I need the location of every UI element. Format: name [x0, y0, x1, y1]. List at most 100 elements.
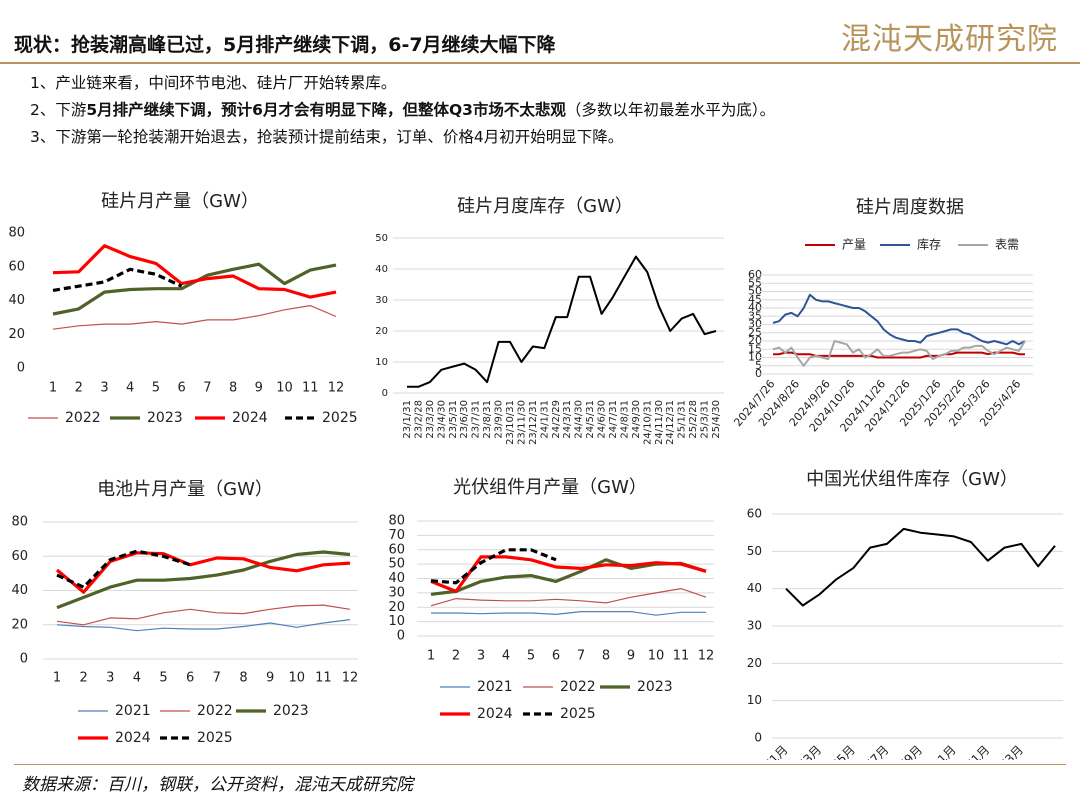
x-tick-label: 9 [255, 381, 263, 396]
y-tick-label: 50 [388, 557, 405, 572]
y-tick-label: 20 [11, 617, 28, 632]
x-tick-label: 24/10/31 [642, 400, 653, 445]
x-tick-label: 2 [75, 381, 83, 396]
x-tick-label: 12 [328, 381, 345, 396]
x-tick-label: 10 [288, 671, 305, 686]
source: 数据来源：百川，钢联，公开资料，混沌天成研究院 [22, 775, 413, 795]
x-tick-label: 23/2/28 [413, 400, 424, 439]
x-tick-label: 24/12/31 [665, 400, 676, 445]
y-tick-label: 30 [375, 295, 388, 306]
x-tick-label: 25/4/30 [711, 400, 722, 439]
notes: 1、产业链来看，中间环节电池、硅片厂开始转累库。 2、下游5月排产继续下调，预计6… [30, 70, 775, 151]
legend-label: 2025 [560, 706, 596, 722]
y-tick-label: 0 [397, 629, 405, 644]
y-tick-label: 30 [748, 318, 762, 331]
x-tick-label: 23/3/30 [425, 400, 436, 439]
x-tick-label: 7 [577, 649, 585, 664]
y-tick-label: 40 [388, 571, 405, 586]
legend-label: 2021 [477, 679, 513, 695]
note-text: 2、下游 [30, 101, 87, 119]
x-tick-label: 5 [159, 671, 167, 686]
y-tick-label: 20 [748, 334, 762, 347]
note-text: 3、下游第一轮抢装潮开始退去，抢装预计提前结束，订单、价格4月初开始明显下降。 [30, 128, 624, 146]
x-tick-label: 24/1/31 [539, 400, 550, 439]
chart-title: 电池片月产量（GW） [97, 479, 273, 500]
legend-label: 2022 [65, 410, 101, 426]
y-tick-label: 40 [747, 581, 762, 595]
y-tick-label: 80 [11, 515, 28, 530]
series-line [52, 267, 183, 292]
chart-title: 硅片月度库存（GW） [457, 196, 633, 217]
x-tick-label: 25/2/28 [688, 400, 699, 439]
y-tick-label: 30 [388, 585, 405, 600]
x-tick-label: 24/9/30 [631, 400, 642, 439]
y-tick-label: 60 [748, 268, 762, 281]
y-tick-label: 50 [747, 544, 762, 558]
y-tick-label: 80 [8, 226, 25, 241]
x-tick-label: 23/10/31 [505, 400, 516, 445]
x-tick-label: 11 [302, 381, 319, 396]
x-tick-label: 2 [79, 671, 87, 686]
y-tick-label: 40 [748, 301, 762, 314]
y-tick-label: 60 [8, 259, 25, 274]
y-tick-label: 40 [8, 293, 25, 308]
note-text: 5月排产继续下调，预计6月才会有明显下降，但整体Q3市场不太悲观 [86, 101, 566, 119]
x-tick-label: 23/9/30 [494, 400, 505, 439]
y-tick-label: 70 [388, 528, 405, 543]
x-tick-label: 9 [266, 671, 274, 686]
y-tick-label: 55 [748, 276, 762, 289]
x-tick-label: 24/11/30 [654, 400, 665, 445]
series-line [430, 548, 557, 585]
series-line [785, 527, 1056, 607]
y-tick-label: 25 [748, 326, 762, 339]
series-line [56, 549, 191, 589]
x-tick-label: 6 [552, 649, 560, 664]
series-line [430, 555, 707, 593]
x-tick-label: 23/7/31 [471, 400, 482, 439]
note: 2、下游5月排产继续下调，预计6月才会有明显下降，但整体Q3市场不太悲观（多数以… [30, 97, 775, 124]
x-tick-label: 8 [239, 671, 247, 686]
legend-label: 2021 [115, 703, 151, 719]
legend-label: 产量 [842, 238, 866, 252]
x-tick-label: 24/3/31 [562, 400, 573, 439]
legend-label: 2025 [197, 730, 233, 746]
x-tick-label: 12 [698, 649, 715, 664]
x-tick-label: 12 [342, 671, 359, 686]
y-tick-label: 10 [748, 351, 762, 364]
series-line [430, 588, 707, 607]
legend-label: 2024 [232, 410, 268, 426]
note: 1、产业链来看，中间环节电池、硅片厂开始转累库。 [30, 70, 775, 97]
x-tick-label: 7 [203, 381, 211, 396]
y-tick-label: 80 [388, 514, 405, 529]
x-tick-label: 8 [229, 381, 237, 396]
y-tick-label: 20 [747, 656, 762, 670]
y-tick-label: 10 [375, 357, 388, 368]
x-tick-label: 3 [477, 649, 485, 664]
y-tick-label: 20 [8, 327, 25, 342]
x-tick-label: 23/12/31 [528, 400, 539, 445]
x-tick-label: 7 [213, 671, 221, 686]
header-rule [0, 62, 1080, 64]
x-tick-label: 9 [627, 649, 635, 664]
y-tick-label: 0 [382, 388, 388, 399]
legend-label: 2025 [322, 410, 358, 426]
x-tick-label: 5 [152, 381, 160, 396]
series-line [430, 558, 707, 596]
x-tick-label: 5 [527, 649, 535, 664]
y-tick-label: 60 [388, 542, 405, 557]
series-line [56, 604, 351, 626]
y-tick-label: 0 [20, 652, 28, 667]
x-tick-label: 8 [602, 649, 610, 664]
y-tick-label: 60 [747, 507, 762, 521]
legend-label: 2023 [637, 679, 673, 695]
x-tick-label: 10 [276, 381, 293, 396]
x-tick-label: 1 [427, 649, 435, 664]
series-line [52, 305, 337, 330]
series-line [431, 611, 706, 616]
y-tick-label: 50 [748, 285, 762, 298]
x-tick-label: 1 [53, 671, 61, 686]
x-tick-label: 24/6/30 [597, 400, 608, 439]
note-text: （多数以年初最差水平为底）。 [565, 101, 776, 119]
chart-title: 中国光伏组件库存（GW） [806, 469, 1018, 490]
